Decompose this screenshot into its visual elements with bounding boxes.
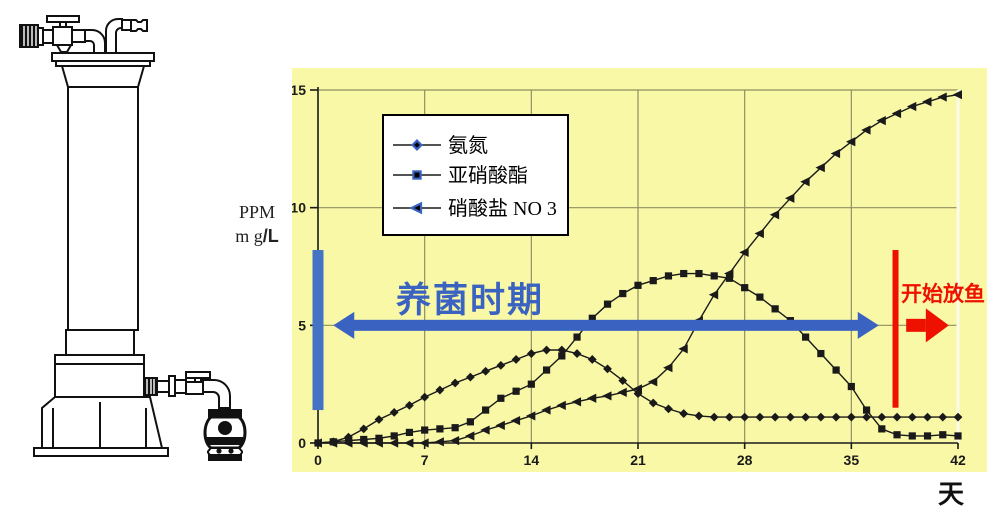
svg-text:0: 0 (314, 452, 322, 468)
svg-text:10: 10 (292, 200, 306, 216)
svg-text:42: 42 (950, 452, 966, 468)
pump (203, 409, 247, 461)
start-fish-label: 开始放鱼 (901, 282, 985, 306)
svg-text:28: 28 (737, 452, 753, 468)
barb-elbow (105, 18, 123, 58)
x-axis-unit-label: 天 (938, 479, 965, 509)
svg-text:35: 35 (844, 452, 860, 468)
legend-label-1: 亚硝酸酯 (448, 164, 528, 187)
legend-label-0: 氨氮 (448, 134, 488, 157)
svg-text:5: 5 (298, 317, 306, 333)
svg-text:15: 15 (292, 82, 306, 98)
blue-vertical-bar (312, 250, 324, 411)
base-skirt (41, 396, 164, 449)
ppm-text: PPM (238, 202, 276, 222)
cultivation-period-arrow (333, 311, 879, 339)
svg-text:21: 21 (630, 452, 646, 468)
svg-text:0: 0 (298, 435, 306, 451)
nitrogen-cycle-chart: 0 5 10 15 0 7 14 21 28 35 42 养菌时期 开始放鱼 氨氮亚硝酸酯硝酸盐 NO 3 (292, 68, 987, 472)
filter-column-illustration (19, 15, 247, 461)
series-1 (314, 269, 962, 447)
svg-text:7: 7 (421, 452, 429, 468)
outlet-elbow (202, 379, 231, 409)
legend-label-2: 硝酸盐 NO 3 (448, 197, 557, 220)
cultivation-period-label: 养菌时期 (396, 281, 544, 320)
column-body (67, 86, 139, 331)
receiver-housing (54, 354, 145, 398)
start-fish-marker: 开始放鱼 (892, 250, 985, 408)
y-axis-unit-label: PPM m g/L (235, 202, 279, 247)
svg-text:14: 14 (524, 452, 540, 468)
tick-labels: 0 5 10 15 0 7 14 21 28 35 42 (292, 82, 966, 468)
lid-flange (51, 52, 155, 62)
series-2 (312, 90, 962, 448)
